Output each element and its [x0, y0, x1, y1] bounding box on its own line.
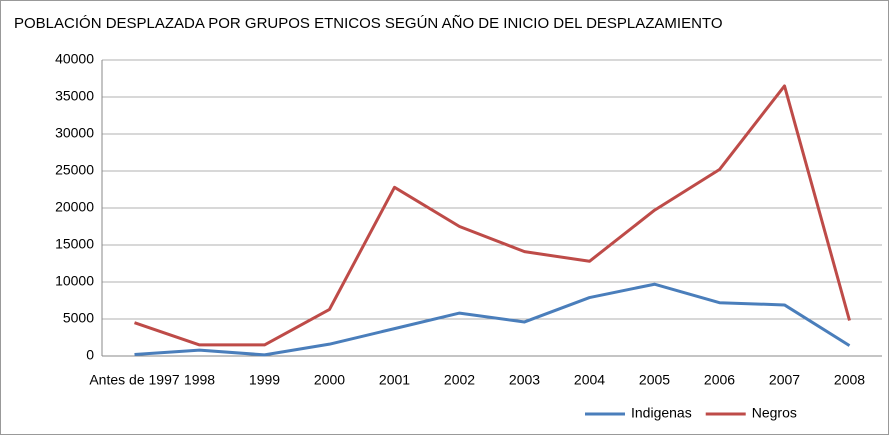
- chart-title: POBLACIÓN DESPLAZADA POR GRUPOS ETNICOS …: [14, 15, 723, 32]
- x-tick-label: 2005: [639, 372, 670, 388]
- line-series: [134, 282, 851, 357]
- x-tick-label: 1999: [249, 372, 280, 388]
- x-tick-label: 2000: [314, 372, 345, 388]
- legend-label: Negros: [752, 405, 797, 421]
- x-tick-label: 2007: [769, 372, 800, 388]
- y-tick-label: 35000: [55, 88, 94, 104]
- y-tick-label: 25000: [55, 162, 94, 178]
- y-tick-label: 0: [86, 347, 94, 363]
- x-tick-label: 2006: [704, 372, 735, 388]
- y-tick-label: 15000: [55, 236, 94, 252]
- y-tick-label: 10000: [55, 273, 94, 289]
- x-tick-label: 2001: [379, 372, 410, 388]
- x-tick-label: 2003: [509, 372, 540, 388]
- x-tick-label: 2002: [444, 372, 475, 388]
- y-tick-label: 40000: [55, 51, 94, 67]
- y-tick-label: 5000: [63, 310, 94, 326]
- line-series: [134, 84, 851, 347]
- x-tick-label: 2004: [574, 372, 605, 388]
- legend-label: Indigenas: [631, 405, 692, 421]
- x-tick-label: Antes de 1997: [89, 372, 180, 388]
- x-tick-label: 1998: [184, 372, 215, 388]
- y-tick-label: 30000: [55, 125, 94, 141]
- x-tick-label: 2008: [834, 372, 865, 388]
- y-tick-label: 20000: [55, 199, 94, 215]
